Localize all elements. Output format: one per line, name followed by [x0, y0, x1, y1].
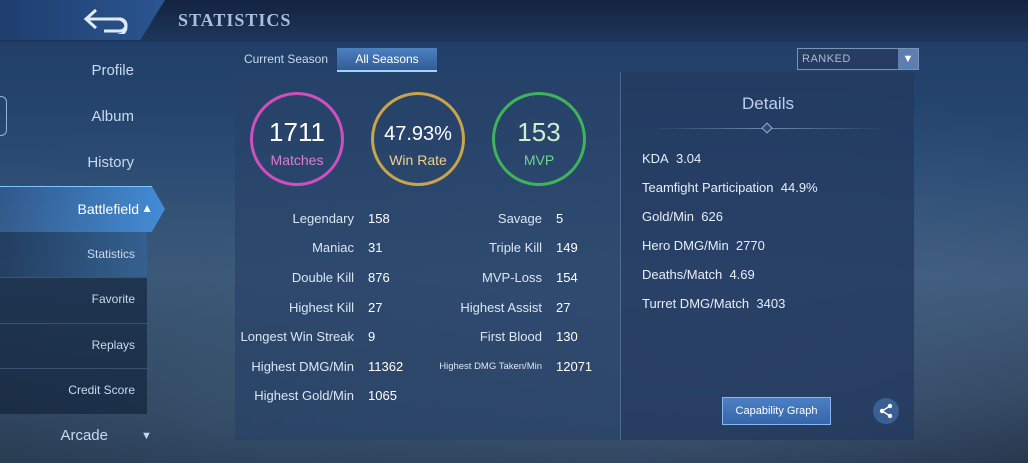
- stat-label: Highest Assist: [460, 300, 542, 315]
- sidebar-item-label: Arcade: [60, 427, 108, 444]
- stat-value: 31: [368, 240, 383, 255]
- stat-label: Legendary: [292, 211, 354, 226]
- stat-value: 158: [368, 211, 390, 226]
- stat-value: 149: [556, 240, 578, 255]
- matches-label: Matches: [270, 152, 324, 168]
- mvp-circle: 153 MVP: [492, 92, 586, 186]
- stat-label: Maniac: [312, 240, 354, 255]
- sidebar-item-arcade[interactable]: Arcade: [0, 427, 160, 444]
- back-arrow-icon: [83, 8, 128, 34]
- divider: [0, 323, 147, 324]
- chevron-down-icon: ▼: [141, 430, 152, 442]
- sidebar-subitem-replays[interactable]: Replays: [91, 338, 135, 352]
- sidebar-subpanel: Statistics Favorite Replays Credit Score: [0, 232, 147, 414]
- page-title: STATISTICS: [178, 10, 292, 30]
- stat-label: Triple Kill: [489, 240, 542, 255]
- divider: [0, 368, 147, 369]
- detail-row: Gold/Min 626: [642, 209, 723, 224]
- back-button[interactable]: [0, 0, 165, 40]
- stat-value: 130: [556, 329, 578, 344]
- sidebar-subitem-credit-score[interactable]: Credit Score: [68, 383, 135, 397]
- stat-value: 27: [368, 300, 383, 315]
- sidebar-item-album[interactable]: Album: [91, 108, 134, 125]
- detail-row: Deaths/Match 4.69: [642, 267, 755, 282]
- detail-row: Hero DMG/Min 2770: [642, 238, 765, 253]
- mode-select[interactable]: RANKED ▼: [797, 48, 919, 70]
- capability-graph-button[interactable]: Capability Graph: [722, 397, 831, 425]
- divider-ornament: [761, 122, 773, 134]
- tab-current-season[interactable]: Current Season: [243, 52, 329, 66]
- matches-value: 1711: [269, 117, 325, 147]
- stat-value: 1065: [368, 388, 397, 403]
- detail-row: Turret DMG/Match 3403: [642, 296, 786, 311]
- win-rate-value: 47.93%: [384, 123, 452, 145]
- chevron-up-icon: ▲: [141, 201, 153, 215]
- stat-value: 27: [556, 300, 571, 315]
- detail-row: Teamfight Participation 44.9%: [642, 180, 818, 195]
- sidebar-subitem-favorite[interactable]: Favorite: [91, 292, 135, 306]
- sub-item-active-bg: [0, 232, 147, 277]
- win-rate-label: Win Rate: [389, 152, 447, 168]
- stat-label: Highest Gold/Min: [254, 388, 354, 403]
- details-title: Details: [742, 94, 794, 113]
- stat-label: Savage: [497, 211, 542, 226]
- sidebar-item-history[interactable]: History: [87, 154, 134, 171]
- detail-row: KDA 3.04: [642, 151, 702, 166]
- mvp-label: MVP: [523, 152, 555, 168]
- sidebar-item-profile[interactable]: Profile: [91, 62, 134, 79]
- sidebar-item-label: Battlefield: [77, 201, 139, 217]
- details-panel: Details KDA 3.04 Teamfight Participation…: [620, 72, 914, 440]
- sidebar-item-battlefield[interactable]: Battlefield ▲: [0, 186, 165, 232]
- top-bar: [0, 0, 1028, 42]
- mvp-value: 153: [517, 117, 561, 147]
- stat-label: MVP-Loss: [482, 270, 542, 285]
- tab-all-seasons[interactable]: All Seasons: [337, 48, 437, 72]
- stat-label: Double Kill: [291, 270, 354, 285]
- stat-label: Longest Win Streak: [240, 329, 354, 344]
- stat-value: 12071: [556, 359, 593, 374]
- stat-value: 11362: [368, 359, 404, 374]
- stat-value: 154: [556, 270, 578, 285]
- stat-label: Highest Kill: [288, 300, 354, 315]
- chevron-down-icon: ▼: [898, 49, 918, 69]
- stat-label: Highest DMG Taken/Min: [439, 361, 542, 372]
- stat-label: First Blood: [479, 329, 542, 344]
- share-button[interactable]: [873, 398, 899, 424]
- win-rate-circle: 47.93% Win Rate: [371, 92, 465, 186]
- stat-value: 9: [368, 329, 376, 344]
- stat-value: 5: [556, 211, 564, 226]
- share-icon: [879, 403, 893, 419]
- stat-value: 876: [368, 270, 390, 285]
- mode-select-value: RANKED: [802, 53, 851, 65]
- stat-label: Highest DMG/Min: [251, 359, 354, 374]
- sidebar-subitem-statistics[interactable]: Statistics: [86, 247, 135, 261]
- matches-circle: 1711 Matches: [250, 92, 344, 186]
- stats-panel: 1711 Matches 47.93% Win Rate 153 MVP Leg…: [235, 72, 620, 440]
- divider: [0, 277, 147, 278]
